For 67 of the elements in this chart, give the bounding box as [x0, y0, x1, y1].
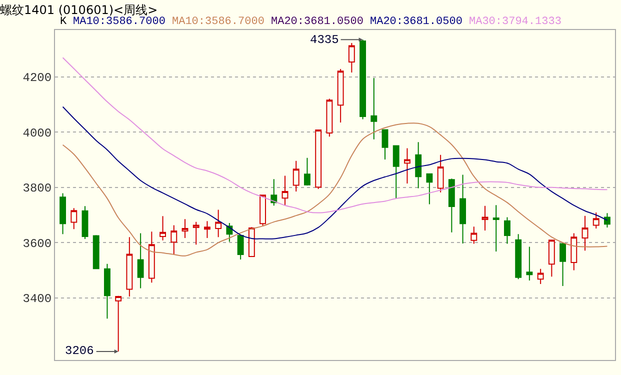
candlestick	[192, 221, 200, 246]
candlestick	[170, 224, 178, 254]
candlestick	[448, 178, 455, 233]
candlestick	[104, 263, 110, 320]
candlestick	[526, 246, 533, 281]
candlestick	[70, 208, 78, 230]
candlestick	[492, 204, 500, 252]
candlestick	[204, 220, 210, 238]
candlestick	[504, 216, 510, 244]
candlestick	[160, 216, 166, 241]
text: MA10:3586.7000	[73, 16, 166, 28]
annotation: 3206	[65, 344, 94, 358]
candlestick	[304, 157, 310, 186]
candlestick	[292, 160, 300, 192]
candlestick	[370, 78, 378, 140]
y-tick-label: 3600	[22, 236, 52, 251]
candlestick	[404, 148, 410, 184]
candlestick	[115, 295, 122, 352]
candlestick	[315, 129, 322, 190]
text: K	[60, 16, 67, 28]
candlestick	[237, 234, 244, 260]
line-series	[62, 106, 608, 240]
candlestick	[415, 142, 422, 189]
text: MA20:3681.0500	[370, 16, 462, 28]
y-tick-label: 4000	[22, 126, 52, 140]
candlestick	[382, 129, 388, 160]
y-tick-label: 4200	[22, 71, 52, 86]
candlestick	[182, 218, 188, 238]
candlestick	[337, 68, 344, 124]
candlestick	[537, 268, 544, 285]
candlestick	[148, 231, 155, 284]
candlestick	[548, 240, 555, 278]
candlestick	[560, 242, 566, 286]
candlestick	[137, 232, 144, 289]
candlestick	[248, 226, 255, 257]
candlestick	[260, 194, 266, 226]
candlestick	[582, 215, 588, 252]
candlestick	[460, 174, 466, 244]
candlestick	[360, 39, 366, 120]
candlestick	[92, 234, 100, 270]
annotation: 4335	[310, 33, 339, 47]
candlestick	[226, 222, 233, 242]
candlestick	[570, 232, 578, 271]
text: MA10:3586.7000	[172, 16, 264, 28]
candlestick	[215, 209, 222, 238]
candlestick	[482, 205, 488, 231]
y-tick-label: 3800	[22, 182, 52, 196]
y-tick-label: 3400	[22, 292, 52, 306]
text: MA30:3794.1333	[469, 16, 562, 28]
candlestick	[392, 145, 400, 200]
candlestick	[437, 154, 444, 193]
candlestick	[326, 98, 333, 138]
candlestick	[426, 173, 433, 205]
candlestick	[604, 212, 610, 228]
text: MA20:3681.0500	[271, 16, 364, 28]
candlestick	[282, 175, 288, 206]
line-series	[62, 122, 608, 256]
candlestick	[126, 236, 133, 297]
candlestick	[470, 226, 478, 244]
candlestick	[515, 234, 522, 280]
candlestick	[592, 212, 600, 230]
candlestick	[270, 178, 278, 206]
chart-title: 螺纹1401 (010601)<周线>	[0, 3, 158, 18]
candlestick	[348, 42, 355, 74]
candlestick	[60, 192, 66, 235]
candlestick	[82, 206, 88, 240]
line-series	[62, 57, 608, 214]
